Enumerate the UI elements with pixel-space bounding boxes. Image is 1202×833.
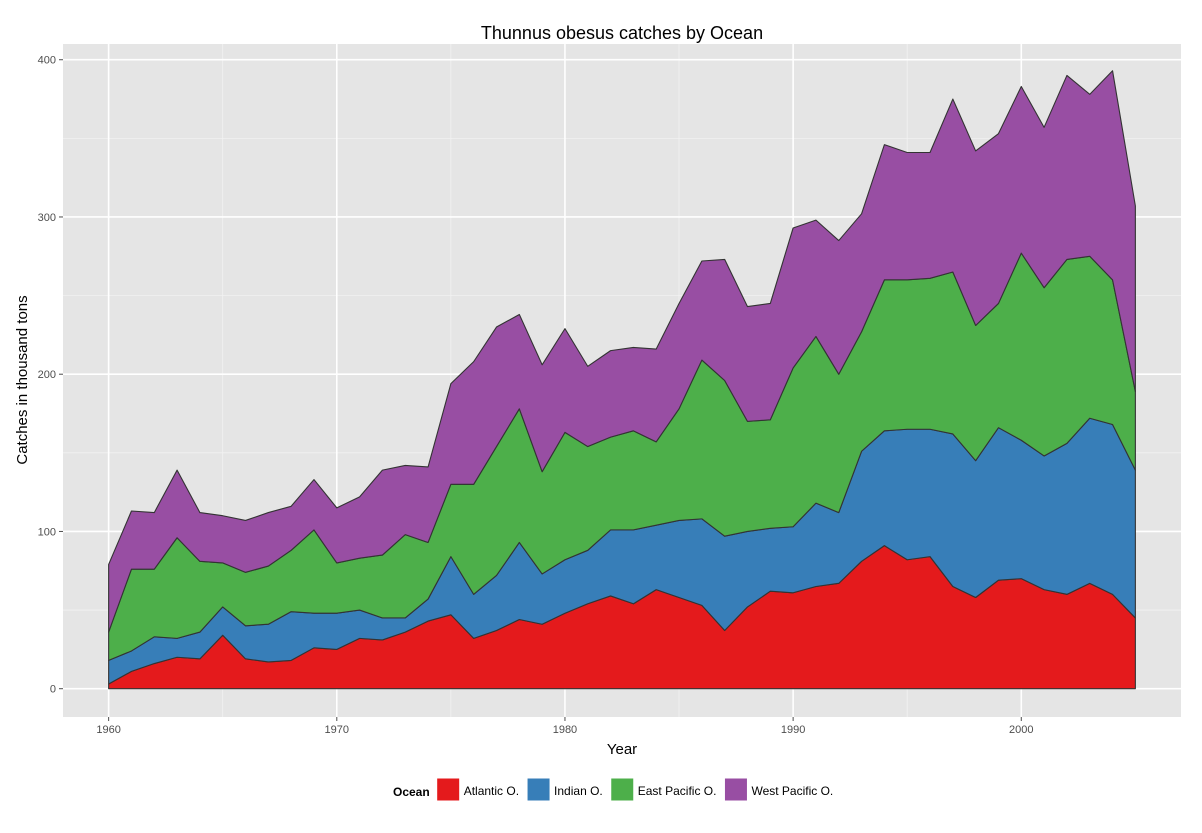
legend-key-atlantic-o [436, 777, 461, 802]
area-west-pacific-o [108, 70, 1136, 633]
y-tick-label: 100 [38, 526, 56, 538]
stacked-areas [108, 70, 1136, 690]
y-tick-label: 200 [38, 369, 56, 381]
x-tick-label: 1960 [96, 724, 120, 736]
legend-key-east-pacific-o [610, 777, 635, 802]
y-tick-label: 0 [50, 684, 56, 696]
legend-label-atlantic-o: Atlantic O. [464, 784, 519, 798]
legend-label-west-pacific-o: West Pacific O. [751, 784, 833, 798]
y-axis: 0 100 200 300 400 [38, 55, 63, 696]
x-tick-label: 2000 [1009, 724, 1033, 736]
legend-key-indian-o [526, 777, 551, 802]
x-axis: 1960 1970 1980 1990 2000 [96, 717, 1034, 736]
y-axis-label: Catches in thousand tons [14, 295, 31, 464]
legend: Ocean Atlantic O. Indian O. East Pacific O… [393, 777, 833, 802]
y-tick-label: 400 [38, 55, 56, 67]
legend-items: Atlantic O. Indian O. East Pacific O. West … [436, 777, 833, 802]
x-tick-label: 1980 [553, 724, 577, 736]
y-tick-label: 300 [38, 212, 56, 224]
chart-title: Thunnus obesus catches by Ocean [481, 23, 763, 43]
legend-title: Ocean [393, 785, 430, 799]
x-axis-label: Year [607, 741, 637, 758]
x-tick-label: 1990 [781, 724, 805, 736]
x-tick-label: 1970 [325, 724, 349, 736]
legend-label-east-pacific-o: East Pacific O. [638, 784, 717, 798]
legend-key-west-pacific-o [723, 777, 748, 802]
legend-label-indian-o: Indian O. [554, 784, 603, 798]
